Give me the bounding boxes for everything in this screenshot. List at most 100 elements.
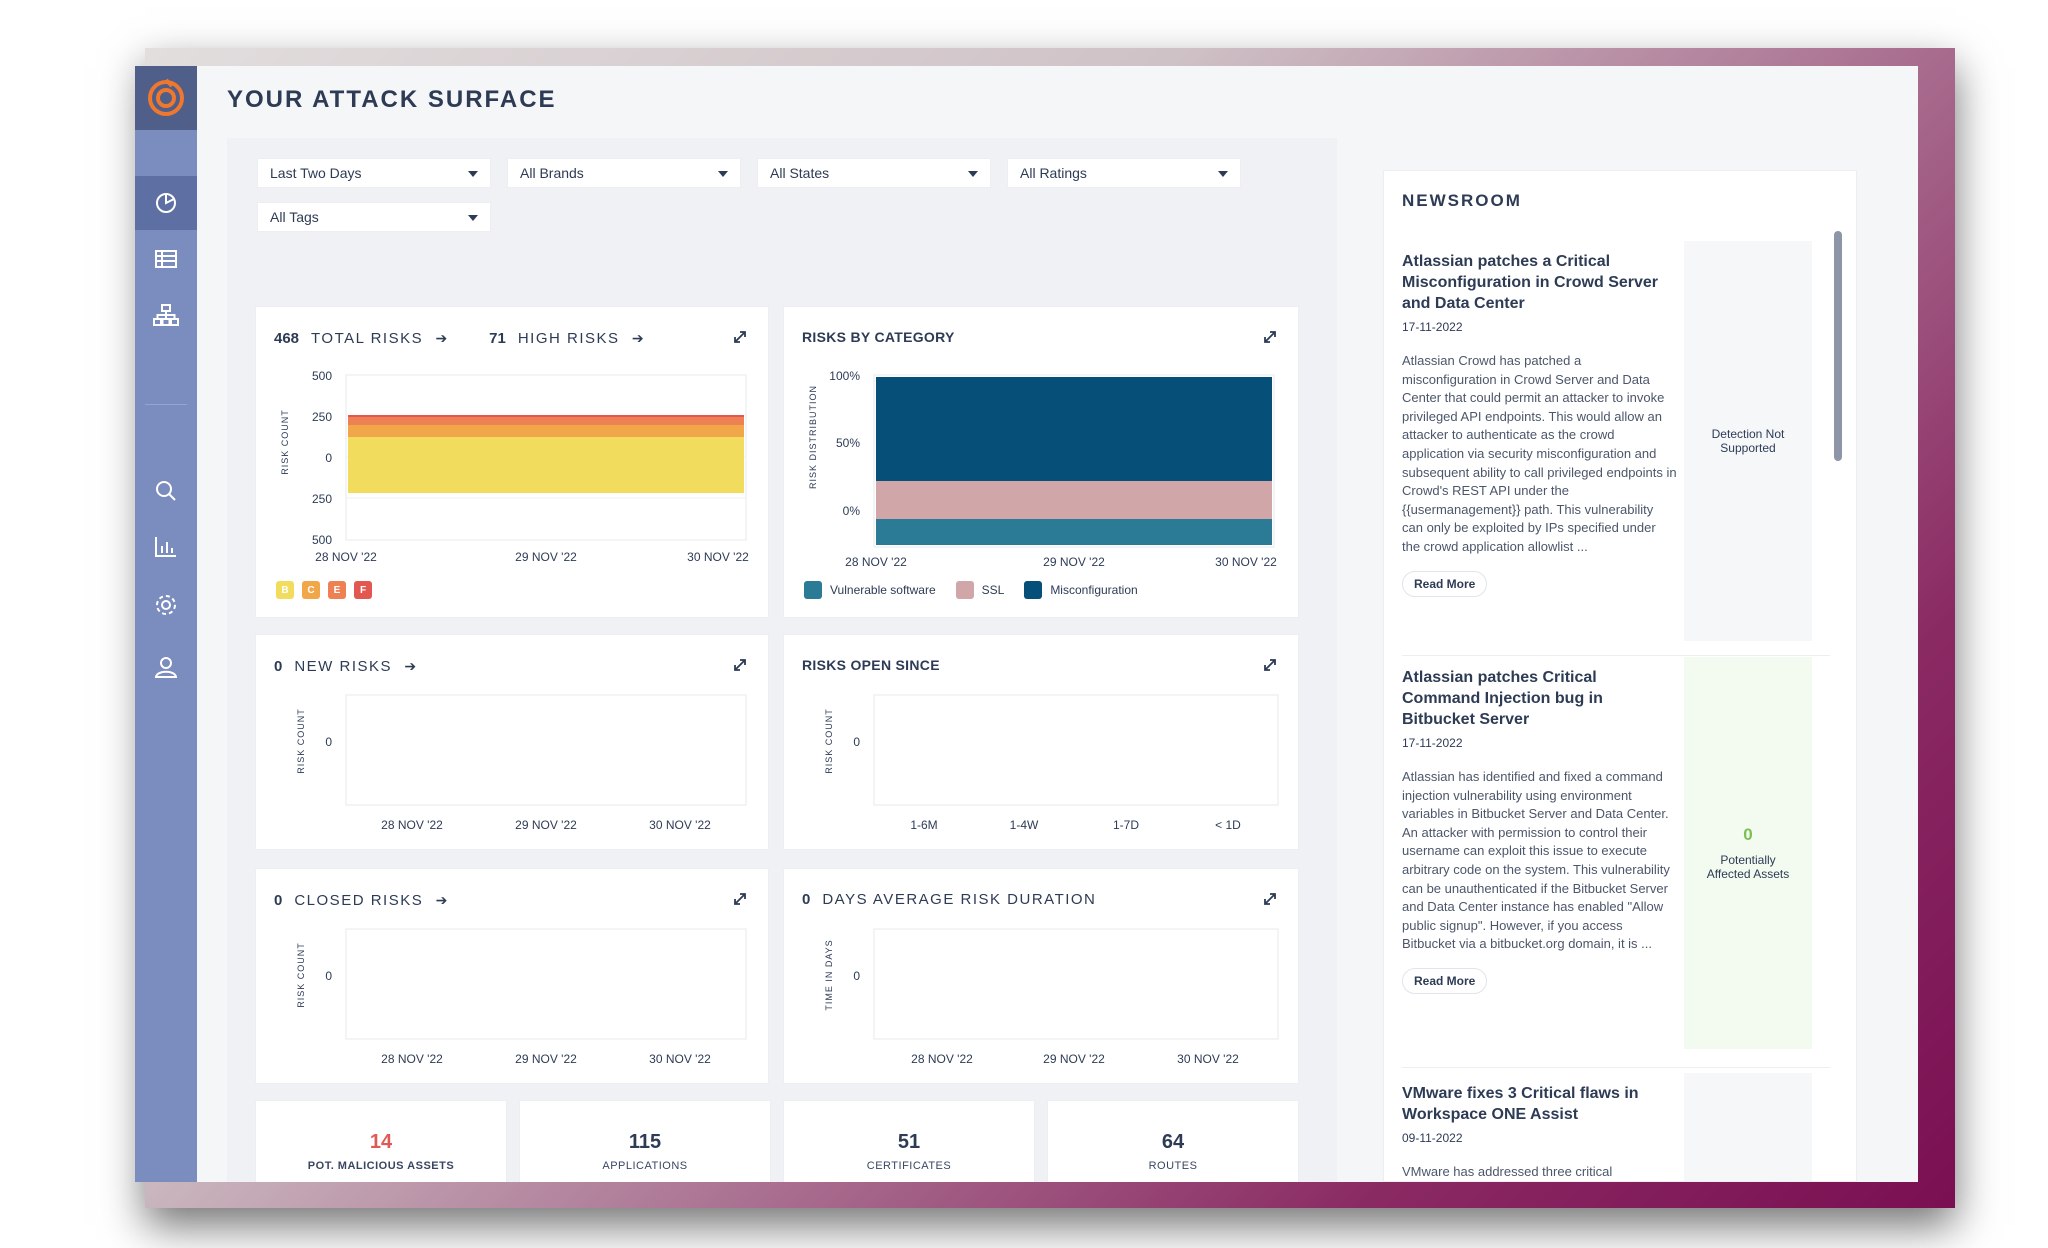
brands-filter[interactable]: All Brands xyxy=(507,158,741,188)
x-tick: 29 NOV '22 xyxy=(1043,1052,1105,1066)
expand-icon[interactable] xyxy=(1260,655,1280,675)
risks-by-category-title: RISKS BY CATEGORY xyxy=(802,329,955,345)
sidebar xyxy=(135,66,197,1182)
chevron-down-icon xyxy=(468,171,478,177)
news-divider xyxy=(1402,655,1830,656)
sidebar-item-account[interactable] xyxy=(135,640,197,694)
sidebar-item-search[interactable] xyxy=(135,464,197,518)
stat-card-malicious[interactable]: 14 POT. MALICIOUS ASSETS xyxy=(255,1100,507,1182)
news-headline[interactable]: Atlassian patches a Critical Misconfigur… xyxy=(1402,253,1659,312)
bar-chart-icon xyxy=(155,537,176,557)
grade-badge-e[interactable]: E xyxy=(328,581,346,599)
news-detection-panel xyxy=(1684,1073,1812,1181)
news-headline[interactable]: VMware fixes 3 Critical flaws in Workspa… xyxy=(1402,1085,1639,1123)
stat-label: APPLICATIONS xyxy=(602,1160,688,1172)
stat-card-certificates[interactable]: 51 CERTIFICATES xyxy=(783,1100,1035,1182)
news-body: Atlassian Crowd has patched a misconfigu… xyxy=(1402,353,1677,554)
risk-duration-header: 0 DAYS AVERAGE RISK DURATION xyxy=(802,891,1096,908)
ratings-filter[interactable]: All Ratings xyxy=(1007,158,1241,188)
expand-icon[interactable] xyxy=(730,889,750,909)
news-item: Atlassian patches Critical Command Injec… xyxy=(1402,657,1824,1049)
plot-area xyxy=(873,694,1279,806)
expand-icon[interactable] xyxy=(1260,889,1280,909)
stat-value: 51 xyxy=(897,1131,921,1153)
arrow-right-icon[interactable]: ➔ xyxy=(435,329,449,346)
stat-label: POT. MALICIOUS ASSETS xyxy=(307,1160,455,1172)
brand-logo[interactable] xyxy=(135,66,197,130)
sidebar-item-settings[interactable] xyxy=(135,578,197,632)
news-affected-panel[interactable]: 0 Potentially Affected Assets xyxy=(1684,657,1812,1049)
stat-label: CERTIFICATES xyxy=(866,1160,952,1172)
sidebar-item-hierarchy[interactable] xyxy=(135,288,197,342)
x-tick: 29 NOV '22 xyxy=(515,1052,577,1066)
expand-icon[interactable] xyxy=(1260,327,1280,347)
newsroom-panel: NEWSROOM Atlassian patches a Critical Mi… xyxy=(1383,170,1857,1182)
x-tick: < 1D xyxy=(1215,818,1241,832)
states-filter[interactable]: All States xyxy=(757,158,991,188)
stat-card-applications[interactable]: 115 APPLICATIONS xyxy=(519,1100,771,1182)
arrow-right-icon[interactable]: ➔ xyxy=(631,329,646,346)
arrow-right-icon[interactable]: ➔ xyxy=(435,891,449,908)
arrow-right-icon[interactable]: ➔ xyxy=(404,657,418,674)
legend-swatch xyxy=(804,581,822,599)
risk-duration-label: DAYS AVERAGE RISK DURATION xyxy=(822,891,1097,908)
x-tick: 29 NOV '22 xyxy=(1043,555,1105,567)
period-filter[interactable]: Last Two Days xyxy=(257,158,491,188)
new-risks-label[interactable]: NEW RISKS xyxy=(294,657,393,675)
x-tick: 28 NOV '22 xyxy=(911,1052,973,1066)
legend-vulnerable-software[interactable]: Vulnerable software xyxy=(804,581,936,599)
read-more-button[interactable]: Read More xyxy=(1402,967,1488,994)
stat-certificates: 51 CERTIFICATES xyxy=(784,1131,1034,1172)
table-icon xyxy=(155,250,177,268)
sidebar-item-reports[interactable] xyxy=(135,520,197,574)
y-tick: 250 xyxy=(312,410,332,424)
risks-open-since-title: RISKS OPEN SINCE xyxy=(802,657,940,673)
news-item: VMware fixes 3 Critical flaws in Workspa… xyxy=(1402,1073,1824,1181)
period-filter-value: Last Two Days xyxy=(270,165,362,181)
y-tick: 0 xyxy=(325,969,332,983)
pie-chart-icon xyxy=(156,193,176,213)
sitemap-icon xyxy=(153,304,179,326)
expand-icon[interactable] xyxy=(730,655,750,675)
legend-misconfiguration[interactable]: Misconfiguration xyxy=(1024,581,1138,599)
area-grade-e xyxy=(348,417,744,425)
news-divider xyxy=(1402,1067,1830,1068)
legend-label: Vulnerable software xyxy=(830,583,936,597)
high-risks-label[interactable]: HIGH RISKS xyxy=(517,329,620,347)
x-tick: 1-7D xyxy=(1113,818,1139,832)
y-axis-label: RISK COUNT xyxy=(824,708,834,774)
sidebar-item-assets[interactable] xyxy=(135,232,197,286)
grade-badge-b[interactable]: B xyxy=(276,581,294,599)
newsroom-scrollbar[interactable] xyxy=(1834,231,1842,461)
closed-risks-label[interactable]: CLOSED RISKS xyxy=(294,891,424,909)
stat-card-routes[interactable]: 64 ROUTES xyxy=(1047,1100,1299,1182)
new-risks-header: 0 NEW RISKS ➔ xyxy=(274,657,420,675)
y-tick: 0% xyxy=(843,504,861,518)
total-risks-label[interactable]: TOTAL RISKS xyxy=(311,329,424,347)
stat-label: ROUTES xyxy=(1148,1160,1198,1172)
closed-risks-card: 0 CLOSED RISKS ➔ RISK COUNT 0 28 NOV '22… xyxy=(255,868,769,1084)
legend-label: Misconfiguration xyxy=(1050,583,1138,597)
expand-icon[interactable] xyxy=(730,327,750,347)
total-risks-header: 468 TOTAL RISKS ➔ 71 HIGH RISKS ➔ xyxy=(274,329,648,347)
high-risks-count: 71 xyxy=(489,329,506,347)
news-headline[interactable]: Atlassian patches Critical Command Injec… xyxy=(1402,669,1603,728)
y-tick: 0 xyxy=(853,735,860,749)
x-tick: 1-4W xyxy=(1010,818,1039,832)
grade-badge-c[interactable]: C xyxy=(302,581,320,599)
tags-filter[interactable]: All Tags xyxy=(257,202,491,232)
x-tick: 30 NOV '22 xyxy=(649,818,711,832)
news-date: 09-11-2022 xyxy=(1402,1131,1463,1145)
y-tick: 0 xyxy=(325,451,332,465)
plot-area xyxy=(345,928,747,1040)
x-tick: 30 NOV '22 xyxy=(1177,1052,1239,1066)
total-risks-count: 468 xyxy=(274,329,300,347)
x-tick: 28 NOV '22 xyxy=(381,1052,443,1066)
stat-value: 64 xyxy=(1161,1131,1185,1153)
sidebar-item-dashboard[interactable] xyxy=(135,176,197,230)
read-more-button[interactable]: Read More xyxy=(1402,570,1488,597)
total-risks-card: 468 TOTAL RISKS ➔ 71 HIGH RISKS ➔ RISK C… xyxy=(255,306,769,618)
grade-badge-f[interactable]: F xyxy=(354,581,372,599)
y-tick: 500 xyxy=(312,533,332,547)
legend-ssl[interactable]: SSL xyxy=(955,581,1004,599)
